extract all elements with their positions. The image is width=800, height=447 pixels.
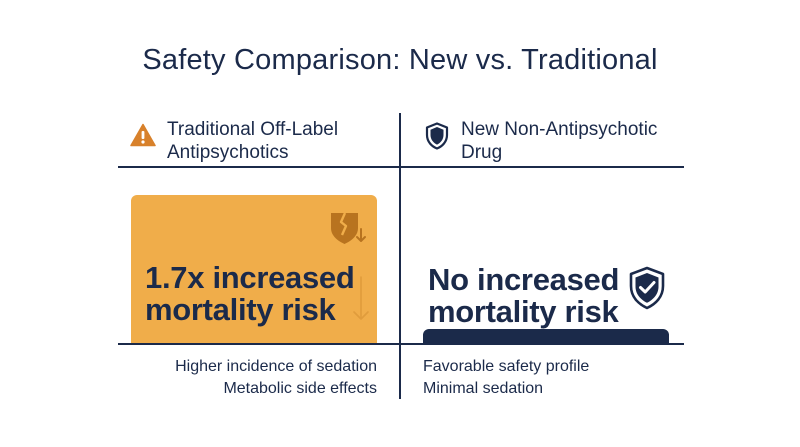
traditional-stat-line1: 1.7x increased	[145, 260, 355, 295]
shield-check-icon	[628, 266, 666, 315]
traditional-stat-line2: mortality risk	[145, 292, 336, 327]
traditional-header-line2: Antipsychotics	[167, 142, 289, 163]
new-drug-notes: Favorable safety profile Minimal sedatio…	[423, 356, 589, 400]
shield-icon	[425, 122, 449, 155]
new-drug-stat-line1: No increased	[428, 262, 620, 297]
traditional-notes: Higher incidence of sedation Metabolic s…	[175, 356, 377, 400]
page-title: Safety Comparison: New vs. Traditional	[142, 44, 658, 76]
traditional-risk-stat: 1.7x increased mortality risk	[145, 262, 355, 326]
traditional-note: Metabolic side effects	[223, 380, 377, 397]
down-arrow-icon	[351, 275, 371, 328]
header-divider	[118, 166, 684, 168]
new-drug-stat-line2: mortality risk	[428, 294, 619, 329]
traditional-header-line1: Traditional Off-Label	[167, 119, 339, 140]
traditional-note: Higher incidence of sedation	[175, 358, 377, 375]
column-divider	[399, 113, 401, 399]
new-drug-header-line1: New Non-Antipsychotic	[461, 119, 658, 140]
traditional-header: Traditional Off-Label Antipsychotics	[167, 118, 338, 164]
new-drug-note: Favorable safety profile	[423, 358, 590, 375]
new-drug-risk-stat: No increased mortality risk	[428, 264, 619, 328]
new-drug-note: Minimal sedation	[423, 380, 544, 397]
broken-heart-icon	[328, 209, 368, 252]
new-drug-header-line2: Drug	[461, 142, 503, 163]
warning-triangle-icon	[130, 123, 156, 152]
new-drug-header: New Non-Antipsychotic Drug	[461, 118, 657, 164]
baseline-divider	[118, 343, 684, 345]
new-drug-risk-bar	[423, 329, 669, 343]
